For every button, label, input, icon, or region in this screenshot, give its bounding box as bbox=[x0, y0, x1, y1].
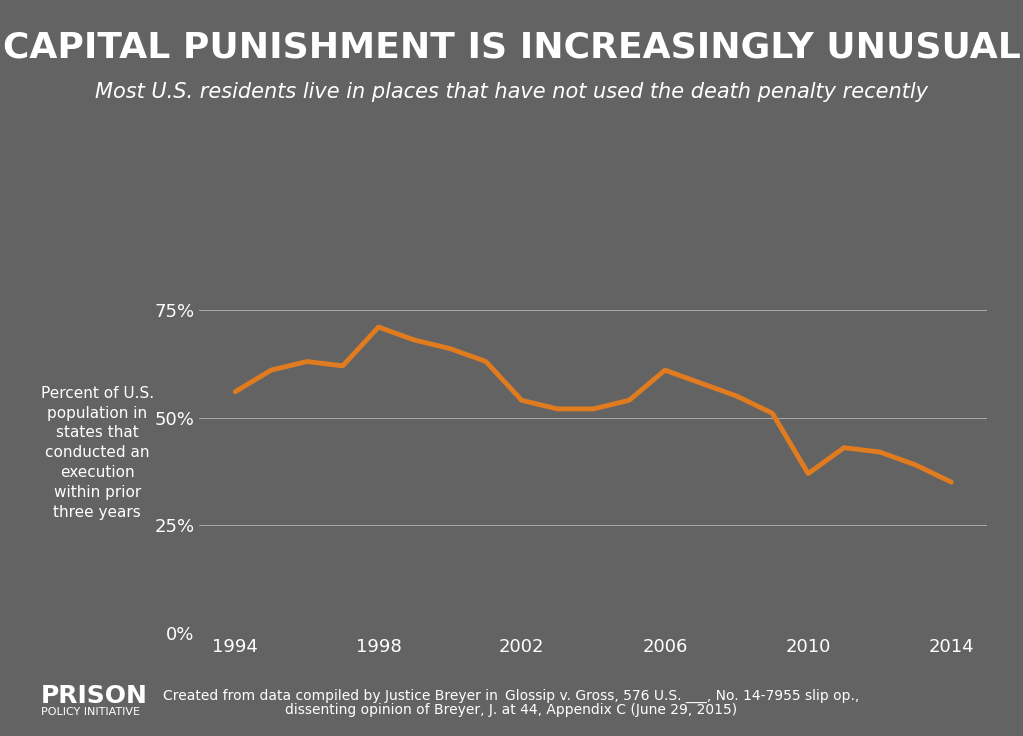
Text: Percent of U.S.
population in
states that
conducted an
execution
within prior
th: Percent of U.S. population in states tha… bbox=[41, 386, 153, 520]
Text: Created from data compiled by Justice Breyer in  Glossip v. Gross, 576 U.S. ___,: Created from data compiled by Justice Br… bbox=[164, 688, 859, 703]
Text: POLICY INITIATIVE: POLICY INITIATIVE bbox=[41, 707, 140, 717]
Text: CAPITAL PUNISHMENT IS INCREASINGLY UNUSUAL: CAPITAL PUNISHMENT IS INCREASINGLY UNUSU… bbox=[3, 31, 1020, 65]
Text: PRISON: PRISON bbox=[41, 684, 147, 707]
Text: dissenting opinion of Breyer, J. at 44, Appendix C (June 29, 2015): dissenting opinion of Breyer, J. at 44, … bbox=[285, 703, 738, 718]
Text: Most U.S. residents live in places that have not used the death penalty recently: Most U.S. residents live in places that … bbox=[95, 82, 928, 102]
